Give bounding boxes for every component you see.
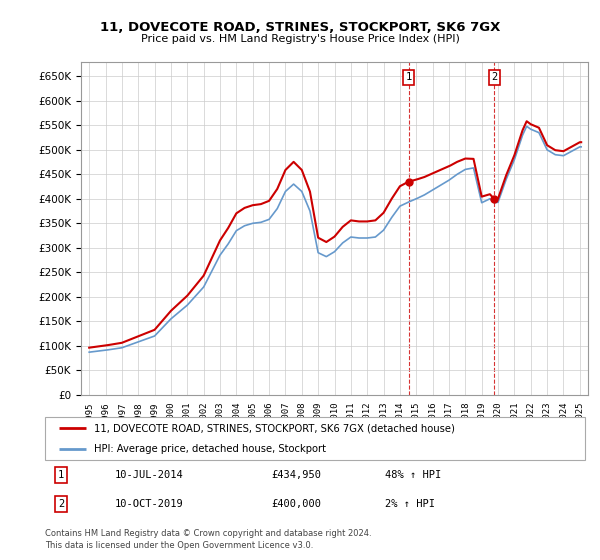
Text: £400,000: £400,000 bbox=[272, 500, 322, 509]
Text: This data is licensed under the Open Government Licence v3.0.: This data is licensed under the Open Gov… bbox=[45, 541, 313, 550]
Text: 2: 2 bbox=[58, 500, 64, 509]
Text: 2: 2 bbox=[491, 72, 497, 82]
Text: Contains HM Land Registry data © Crown copyright and database right 2024.: Contains HM Land Registry data © Crown c… bbox=[45, 529, 371, 538]
Text: 11, DOVECOTE ROAD, STRINES, STOCKPORT, SK6 7GX: 11, DOVECOTE ROAD, STRINES, STOCKPORT, S… bbox=[100, 21, 500, 34]
Text: 1: 1 bbox=[58, 470, 64, 480]
Text: £434,950: £434,950 bbox=[272, 470, 322, 480]
Text: Price paid vs. HM Land Registry's House Price Index (HPI): Price paid vs. HM Land Registry's House … bbox=[140, 34, 460, 44]
Text: 10-JUL-2014: 10-JUL-2014 bbox=[115, 470, 184, 480]
Text: 11, DOVECOTE ROAD, STRINES, STOCKPORT, SK6 7GX (detached house): 11, DOVECOTE ROAD, STRINES, STOCKPORT, S… bbox=[94, 423, 454, 433]
FancyBboxPatch shape bbox=[45, 417, 585, 460]
Text: 10-OCT-2019: 10-OCT-2019 bbox=[115, 500, 184, 509]
Text: HPI: Average price, detached house, Stockport: HPI: Average price, detached house, Stoc… bbox=[94, 445, 326, 454]
Text: 2% ↑ HPI: 2% ↑ HPI bbox=[385, 500, 435, 509]
Text: 1: 1 bbox=[406, 72, 412, 82]
Text: 48% ↑ HPI: 48% ↑ HPI bbox=[385, 470, 442, 480]
